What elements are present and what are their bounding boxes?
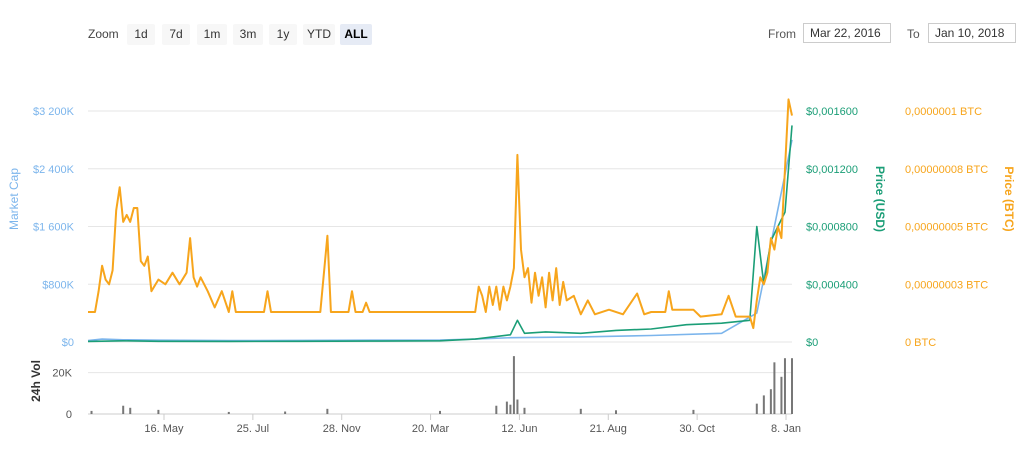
volume-bar [769,389,772,414]
volume-bar [495,405,498,414]
volume-bar [157,409,160,414]
price-btc-tick: 0,00000005 BTC [905,222,988,234]
x-tick-label: 30. Oct [679,423,714,435]
price-usd-tick: $0,000800 [806,222,858,234]
volume-bar [755,403,758,414]
market-cap-tick: $1 600K [33,222,75,234]
volume-bar [439,410,441,414]
from-label: From [768,27,796,41]
volume-tick: 0 [66,409,72,421]
volume-bar [762,395,765,414]
volume-bar [505,401,508,414]
volume-bar [509,404,512,414]
volume-bar [773,362,776,414]
zoom-7d-button[interactable]: 7d [162,24,190,45]
y-axis-market-cap: $0 $800K $1 600K $2 400K $3 200K [33,106,75,349]
volume-bar [523,407,526,414]
grid-lines [88,110,792,343]
volume-axis-label: 24h Vol [29,360,43,402]
volume-bar [90,410,93,414]
volume-bar [780,376,783,414]
zoom-3m-button[interactable]: 3m [233,24,263,45]
volume-bar [227,411,230,414]
y-axis-price-btc: 0 BTC 0,00000003 BTC 0,00000005 BTC 0,00000… [905,106,988,349]
price-usd-axis-label: Price (USD) [873,166,887,232]
price-usd-tick: $0 [806,337,818,349]
series-line-price-btc [88,98,793,330]
range-toolbar: Zoom 1d 7d 1m 3m 1y YTD ALL From To [0,0,1024,60]
volume-bar [284,411,287,414]
price-btc-axis-label: Price (BTC) [1002,166,1016,231]
price-btc-tick: 0,00000008 BTC [905,164,988,176]
volume-bar [512,356,515,414]
price-btc-tick: 0,0000001 BTC [905,106,982,118]
market-cap-tick: $800K [42,279,74,291]
price-btc-tick: 0,00000003 BTC [905,279,988,291]
x-tick-label: 28. Nov [323,423,361,435]
market-cap-axis-label: Market Cap [7,168,21,230]
series-line-price-usd [87,125,793,343]
from-date-input[interactable] [803,23,891,43]
volume-bar [615,410,617,414]
market-cap-tick: $2 400K [33,164,75,176]
volume-bar [326,408,329,414]
zoom-1d-button[interactable]: 1d [127,24,155,45]
x-tick-label: 8. Jan [771,423,801,435]
x-tick-label: 12. Jun [501,423,537,435]
volume-bar [122,405,125,414]
volume-grid [88,372,792,415]
series-lines [87,98,793,343]
volume-bar [579,408,582,414]
x-tick-label: 25. Jul [237,423,269,435]
x-tick-label: 20. Mar [412,423,450,435]
market-cap-tick: $3 200K [33,106,75,118]
price-btc-tick: 0 BTC [905,337,936,349]
to-date-input[interactable] [928,23,1016,43]
volume-bar [692,409,695,414]
y-axis-price-usd: $0 $0,000400 $0,000800 $0,001200 $0,001600 [806,106,858,349]
zoom-label: Zoom [88,27,119,41]
price-usd-tick: $0,001600 [806,106,858,118]
zoom-1m-button[interactable]: 1m [197,24,227,45]
zoom-1y-button[interactable]: 1y [269,24,297,45]
x-tick-label: 16. May [144,423,184,435]
volume-bar [516,399,519,414]
to-label: To [907,27,920,41]
price-usd-tick: $0,001200 [806,164,858,176]
volume-bars [90,356,793,414]
zoom-all-button[interactable]: ALL [340,24,372,45]
volume-bar [783,358,786,414]
zoom-ytd-button[interactable]: YTD [303,24,335,45]
volume-bar [791,358,793,414]
x-tick-label: 21. Aug [590,423,627,435]
y-axis-volume: 0 20K [52,368,72,421]
volume-tick: 20K [52,368,72,380]
price-usd-tick: $0,000400 [806,279,858,291]
volume-bar [129,407,132,414]
x-axis: 16. May 25. Jul 28. Nov 20. Mar 12. Jun 21. A… [144,414,801,435]
market-cap-tick: $0 [62,337,74,349]
